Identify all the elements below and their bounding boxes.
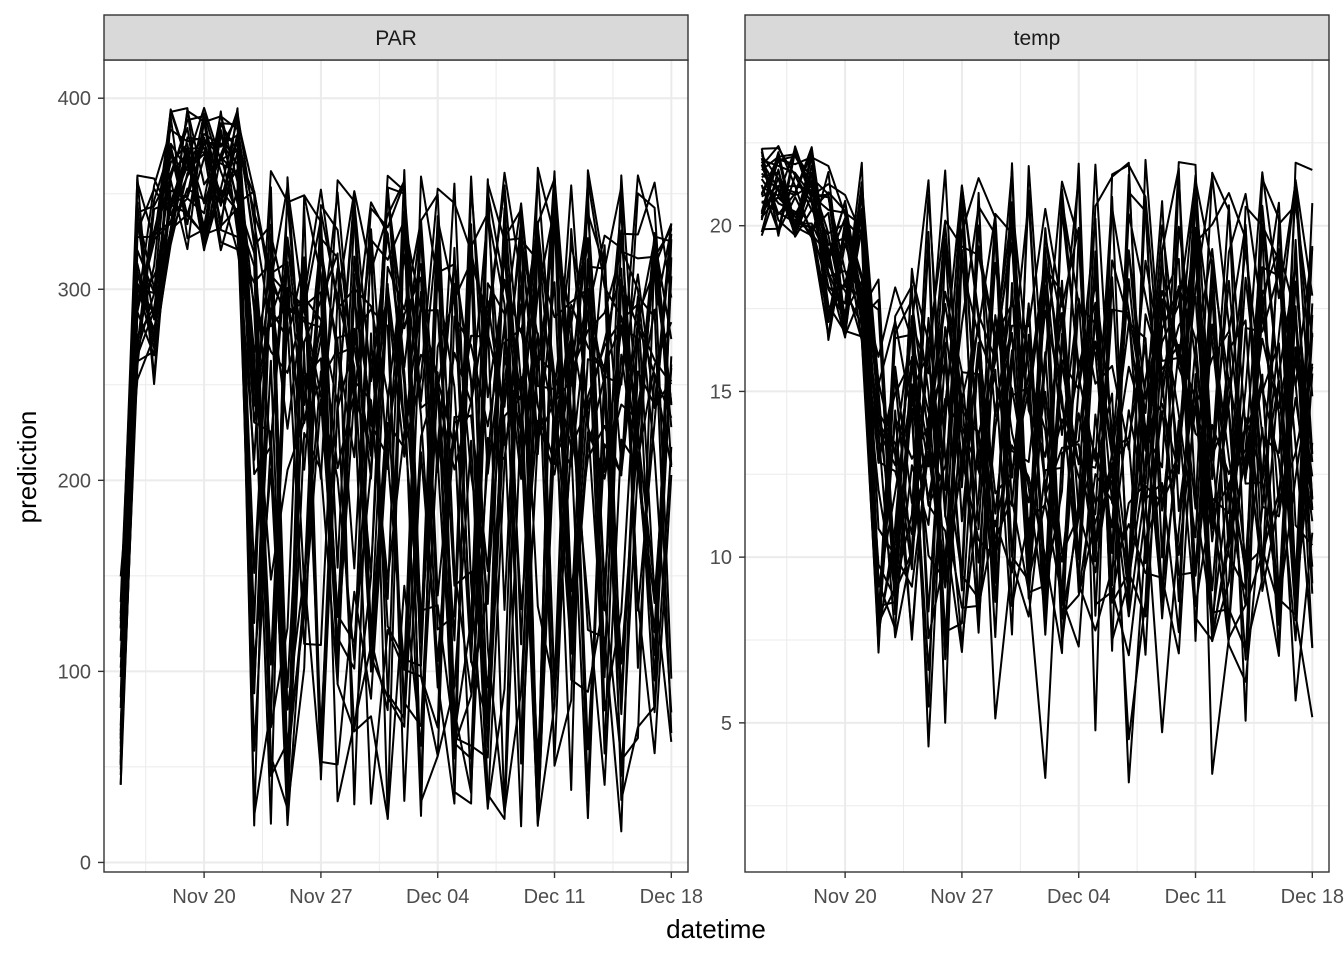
facet-strip-label: PAR bbox=[375, 27, 417, 50]
x-tick-label: Nov 27 bbox=[930, 886, 993, 908]
series-line bbox=[760, 180, 1314, 639]
x-tick-label: Dec 11 bbox=[524, 886, 586, 908]
series-line bbox=[761, 161, 1314, 640]
y-tick-label: 5 bbox=[721, 713, 732, 735]
series-line bbox=[119, 111, 673, 792]
facet-strip bbox=[103, 14, 689, 61]
panel-PAR: PAR 0 100 200 300 400 Nov 20 Nov 27 Dec 04 Dec 11… bbox=[58, 14, 703, 908]
y-tick-label: 20 bbox=[710, 216, 732, 238]
panel-temp: temp 5 10 15 20 Nov 20 Nov 27 Dec 04 Dec 11 Dec 1… bbox=[710, 14, 1344, 908]
series-line bbox=[761, 147, 1314, 734]
x-tick-label: Dec 11 bbox=[1165, 886, 1227, 908]
x-tick-label: Dec 18 bbox=[640, 886, 703, 908]
y-tick-label: 0 bbox=[80, 852, 91, 874]
x-tick-label: Dec 04 bbox=[406, 886, 469, 908]
y-tick-label: 200 bbox=[58, 470, 91, 492]
x-axis-title: datetime bbox=[666, 914, 766, 944]
x-tick-label: Nov 20 bbox=[813, 886, 876, 908]
y-axis-title: prediction bbox=[12, 411, 42, 524]
series-line bbox=[760, 184, 1314, 652]
y-tick-label: 100 bbox=[58, 661, 91, 683]
x-tick-label: Nov 20 bbox=[172, 886, 235, 908]
series-line bbox=[119, 147, 673, 797]
y-tick-label: 400 bbox=[58, 88, 91, 110]
series-line bbox=[119, 106, 673, 759]
series-line bbox=[119, 133, 673, 820]
y-tick-label: 300 bbox=[58, 279, 91, 301]
x-tick-label: Dec 18 bbox=[1281, 886, 1344, 908]
series-line bbox=[119, 116, 673, 827]
x-tick-label: Nov 27 bbox=[289, 886, 352, 908]
y-tick-label: 10 bbox=[710, 547, 732, 569]
series-line bbox=[760, 152, 1314, 661]
series-line bbox=[119, 156, 673, 794]
facet-strip bbox=[744, 14, 1330, 61]
x-tick-label: Dec 04 bbox=[1047, 886, 1110, 908]
facet-strip-label: temp bbox=[1014, 27, 1061, 50]
series-line bbox=[119, 157, 673, 825]
series-line bbox=[761, 147, 1314, 657]
series-line bbox=[760, 156, 1314, 741]
y-tick-label: 15 bbox=[710, 381, 732, 403]
